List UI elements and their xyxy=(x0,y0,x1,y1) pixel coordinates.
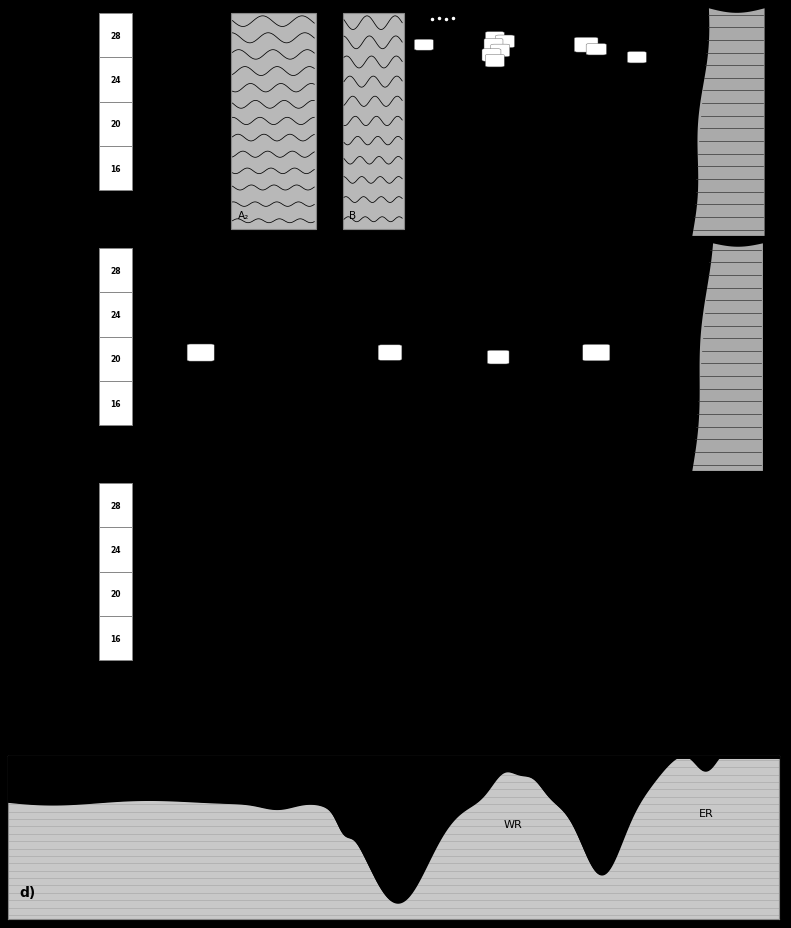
Bar xyxy=(99,293,131,337)
Text: 24: 24 xyxy=(110,76,121,84)
Bar xyxy=(99,483,131,528)
Bar xyxy=(99,572,131,616)
FancyBboxPatch shape xyxy=(627,53,646,64)
FancyBboxPatch shape xyxy=(495,36,514,48)
Text: B: B xyxy=(350,211,357,221)
Bar xyxy=(99,147,131,191)
Text: 28: 28 xyxy=(110,501,121,510)
Text: d): d) xyxy=(20,885,36,899)
Text: 16: 16 xyxy=(110,399,121,408)
FancyBboxPatch shape xyxy=(574,38,598,53)
Text: 16: 16 xyxy=(110,634,121,643)
Text: 20: 20 xyxy=(110,354,121,364)
Bar xyxy=(99,102,131,147)
FancyBboxPatch shape xyxy=(486,32,505,45)
Polygon shape xyxy=(692,244,763,471)
Text: A₂: A₂ xyxy=(238,211,249,221)
FancyBboxPatch shape xyxy=(484,39,503,52)
FancyBboxPatch shape xyxy=(187,344,214,362)
Text: 24: 24 xyxy=(110,311,121,319)
Bar xyxy=(343,14,403,230)
Text: 20: 20 xyxy=(110,120,121,129)
Text: 20: 20 xyxy=(110,589,121,599)
Polygon shape xyxy=(692,9,765,237)
Text: ER: ER xyxy=(698,808,713,818)
FancyBboxPatch shape xyxy=(583,345,610,361)
Text: WR: WR xyxy=(504,819,522,830)
FancyBboxPatch shape xyxy=(586,45,607,56)
Bar xyxy=(99,249,131,293)
Bar xyxy=(99,528,131,572)
Text: 28: 28 xyxy=(110,266,121,276)
FancyBboxPatch shape xyxy=(482,49,501,62)
Bar xyxy=(231,14,316,230)
Bar xyxy=(99,381,131,426)
Bar xyxy=(99,14,131,58)
Bar xyxy=(99,616,131,661)
FancyBboxPatch shape xyxy=(490,45,509,58)
Text: 24: 24 xyxy=(110,546,121,554)
FancyBboxPatch shape xyxy=(487,351,509,365)
Text: 28: 28 xyxy=(110,32,121,41)
Bar xyxy=(99,58,131,102)
Bar xyxy=(99,337,131,381)
FancyBboxPatch shape xyxy=(486,56,505,68)
FancyBboxPatch shape xyxy=(378,345,402,361)
FancyBboxPatch shape xyxy=(414,40,433,51)
Text: 16: 16 xyxy=(110,164,121,174)
